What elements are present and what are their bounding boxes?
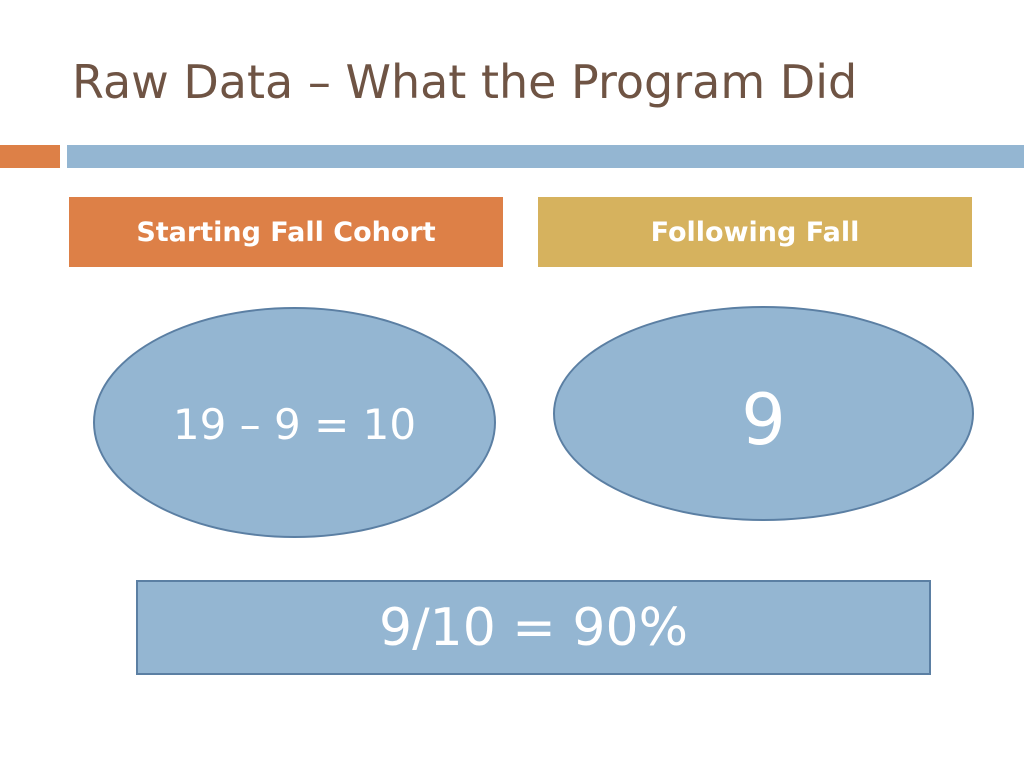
following-fall-count-oval: 9: [553, 306, 974, 521]
retention-result-box: 9/10 = 90%: [136, 580, 931, 675]
slide-title: Raw Data – What the Program Did: [72, 55, 858, 109]
following-fall-count-text: 9: [741, 379, 786, 461]
starting-fall-cohort-header: Starting Fall Cohort: [69, 197, 503, 267]
following-fall-label: Following Fall: [650, 216, 860, 248]
accent-bar-orange: [0, 145, 60, 168]
accent-bar-blue: [67, 145, 1024, 168]
following-fall-header: Following Fall: [538, 197, 972, 267]
cohort-count-oval: 19 – 9 = 10: [93, 307, 496, 538]
starting-fall-cohort-label: Starting Fall Cohort: [136, 216, 436, 248]
retention-result-text: 9/10 = 90%: [379, 597, 688, 658]
cohort-count-text: 19 – 9 = 10: [172, 400, 417, 449]
